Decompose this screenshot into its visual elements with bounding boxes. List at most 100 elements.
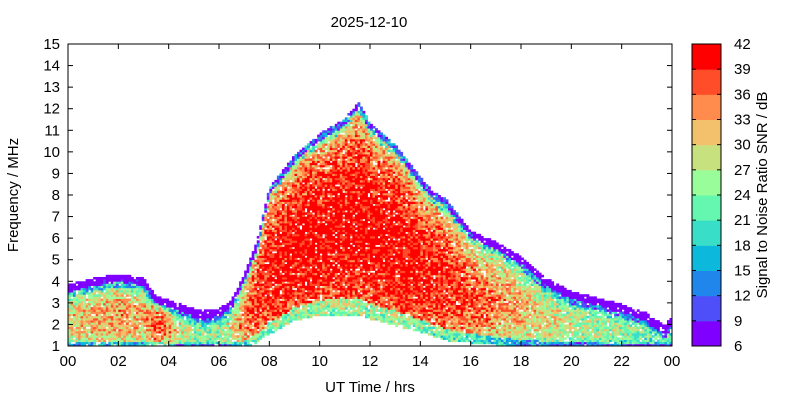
heatmap-cell	[332, 186, 336, 189]
heatmap-cell	[309, 294, 313, 297]
heatmap-cell	[337, 125, 341, 129]
heatmap-cell	[304, 182, 308, 185]
heatmap-cell	[95, 320, 99, 323]
heatmap-cell	[289, 259, 293, 263]
heatmap-cell	[75, 317, 79, 321]
heatmap-cell	[322, 169, 326, 172]
heatmap-cell	[198, 326, 202, 330]
heatmap-cell	[178, 341, 182, 345]
heatmap-cell	[319, 186, 323, 189]
heatmap-cell	[103, 326, 107, 330]
heatmap-cell	[344, 242, 348, 246]
heatmap-cell	[324, 147, 328, 151]
heatmap-cell	[274, 324, 278, 327]
heatmap-cell	[261, 335, 265, 338]
heatmap-cell	[329, 173, 333, 176]
heatmap-cell	[261, 300, 265, 304]
heatmap-cell	[357, 235, 361, 239]
heatmap-cell	[291, 255, 295, 258]
heatmap-cell	[78, 341, 81, 345]
heatmap-cell	[349, 117, 353, 120]
heatmap-cell	[148, 294, 152, 297]
heatmap-cell	[354, 289, 358, 293]
heatmap-cell	[276, 207, 280, 211]
heatmap-cell	[103, 311, 107, 315]
heatmap-cell	[299, 244, 303, 248]
heatmap-cell	[312, 182, 316, 185]
heatmap-cell	[322, 132, 326, 135]
heatmap-cell	[322, 298, 326, 302]
heatmap-cell	[118, 343, 122, 347]
heatmap-cell	[286, 264, 290, 267]
heatmap-cell	[352, 305, 356, 308]
heatmap-cell	[294, 233, 298, 237]
heatmap-cell	[213, 333, 217, 336]
heatmap-cell	[90, 317, 94, 321]
heatmap-cell	[347, 143, 351, 146]
heatmap-cell	[332, 190, 336, 194]
heatmap-cell	[166, 315, 170, 319]
heatmap-cell	[334, 132, 338, 135]
heatmap-cell	[203, 320, 207, 323]
heatmap-cell	[332, 305, 336, 308]
heatmap-cell	[332, 201, 336, 205]
heatmap-cell	[198, 339, 202, 343]
heatmap-cell	[327, 136, 331, 140]
heatmap-cell	[271, 242, 275, 246]
heatmap-cell	[334, 197, 338, 200]
heatmap-cell	[239, 298, 243, 302]
heatmap-cell	[332, 246, 336, 250]
heatmap-cell	[302, 160, 305, 164]
heatmap-cell	[299, 272, 303, 276]
heatmap-cell	[264, 229, 268, 233]
heatmap-cell	[291, 283, 295, 286]
heatmap-cell	[307, 300, 310, 304]
heatmap-cell	[344, 173, 348, 176]
heatmap-cell	[261, 274, 265, 278]
heatmap-cell	[339, 164, 343, 168]
heatmap-cell	[349, 201, 353, 205]
heatmap-cell	[249, 274, 253, 278]
heatmap-cell	[105, 317, 109, 321]
heatmap-cell	[128, 343, 132, 347]
heatmap-cell	[329, 130, 333, 133]
heatmap-cell	[319, 276, 323, 280]
heatmap-cell	[347, 134, 351, 138]
heatmap-cell	[158, 320, 162, 323]
heatmap-cell	[231, 326, 235, 330]
heatmap-cell	[304, 162, 308, 166]
heatmap-cell	[329, 156, 333, 159]
heatmap-cell	[284, 268, 288, 271]
heatmap-cell	[309, 218, 313, 222]
heatmap-cell	[289, 287, 293, 291]
heatmap-cell	[279, 276, 283, 280]
heatmap-cell	[251, 309, 255, 312]
heatmap-cell	[271, 264, 275, 267]
heatmap-cell	[156, 302, 159, 306]
heatmap-cell	[324, 203, 328, 207]
heatmap-cell	[337, 281, 341, 284]
heatmap-cell	[130, 317, 134, 321]
heatmap-cell	[259, 238, 263, 241]
heatmap-cell	[178, 315, 182, 319]
heatmap-cell	[352, 173, 356, 176]
heatmap-cell	[100, 335, 104, 338]
heatmap-cell	[168, 326, 172, 330]
heatmap-cell	[281, 274, 285, 278]
heatmap-cell	[276, 305, 280, 308]
heatmap-cell	[98, 322, 102, 325]
heatmap-cell	[291, 182, 295, 185]
heatmap-cell	[276, 205, 280, 209]
heatmap-cell	[261, 238, 265, 241]
heatmap-cell	[314, 283, 318, 286]
heatmap-cell	[349, 246, 353, 250]
heatmap-cell	[289, 320, 293, 323]
heatmap-cell	[266, 248, 270, 252]
heatmap-cell	[224, 315, 227, 319]
heatmap-cell	[347, 283, 351, 286]
heatmap-cell	[352, 130, 356, 133]
heatmap-cell	[352, 125, 356, 129]
heatmap-cell	[249, 315, 253, 319]
heatmap-cell	[337, 136, 341, 140]
heatmap-cell	[299, 190, 303, 194]
